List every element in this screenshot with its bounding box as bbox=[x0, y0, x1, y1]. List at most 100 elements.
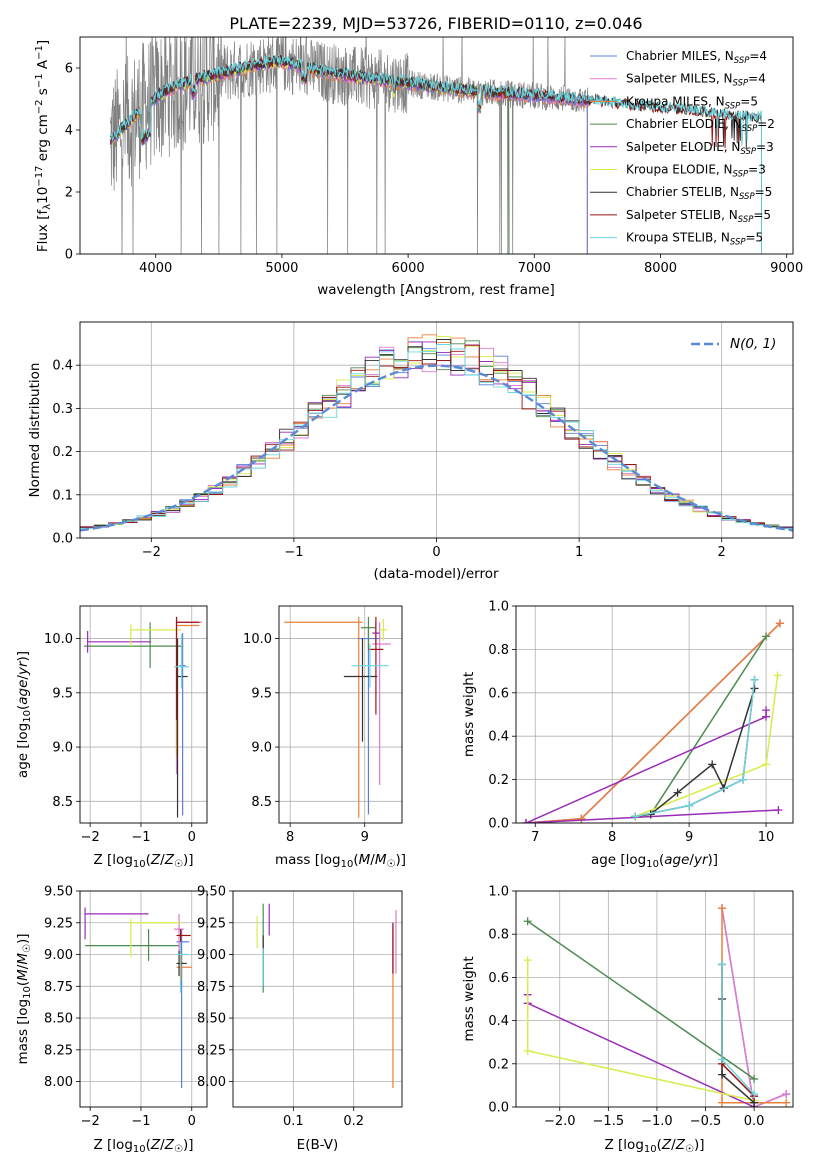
x-tick-label: 7 bbox=[531, 830, 539, 845]
y-tick-label: 0.3 bbox=[52, 402, 73, 417]
weight-marker bbox=[762, 760, 771, 769]
weight-marker bbox=[718, 904, 727, 913]
weight-marker bbox=[685, 801, 694, 810]
y-tick-label: 8.50 bbox=[44, 1012, 73, 1027]
axis-frame: −2.0 −1.5 −1.0 −0.5 0.0 0.0 0.2 0.4 0.6 0.8 1.0 bbox=[488, 885, 794, 1129]
weight-marker bbox=[523, 1046, 532, 1055]
weight-series-chabrier-stelib bbox=[631, 684, 759, 821]
axes-border bbox=[515, 890, 794, 1108]
legend-entry-salpeter-elodie: Salpeter ELODIE, NSSP=3 bbox=[626, 140, 774, 157]
weight-marker bbox=[577, 814, 586, 823]
legend-entry-kroupa-stelib: Kroupa STELIB, NSSP=5 bbox=[626, 231, 763, 248]
y-tick-label: 0.0 bbox=[488, 1101, 509, 1116]
weight-marker bbox=[750, 1090, 759, 1099]
x-axis-label: (data-model)/error bbox=[373, 566, 499, 582]
residual-histogram-kroupa-stelib bbox=[80, 344, 793, 529]
weight-marker bbox=[775, 619, 784, 628]
x-axis-label: E(B-V) bbox=[297, 1137, 339, 1153]
y-tick-label: 0.6 bbox=[488, 686, 509, 701]
weight-marker bbox=[782, 1090, 791, 1099]
x-tick-label: 9 bbox=[361, 830, 369, 845]
errorbar-point-salpeter-miles bbox=[175, 616, 202, 775]
weight-series-kroupa-stelib bbox=[631, 675, 759, 821]
weight-line bbox=[525, 622, 781, 823]
x-tick-label: −2.0 bbox=[544, 1114, 576, 1129]
errorbar-point-kroupa-miles bbox=[175, 620, 200, 756]
x-tick-label: −1 bbox=[131, 830, 150, 845]
weight-marker bbox=[773, 671, 782, 680]
weight-marker bbox=[718, 1055, 727, 1064]
weight-marker bbox=[522, 819, 531, 823]
x-tick-label: 0.2 bbox=[343, 1114, 364, 1129]
x-tick-label: −0.5 bbox=[690, 1114, 722, 1129]
y-tick-label: 9.00 bbox=[197, 948, 226, 963]
weight-marker bbox=[762, 632, 771, 641]
y-tick-label: 0.8 bbox=[488, 928, 509, 943]
y-axis-label: Flux [fλ10−17 erg cm−2 s−1 A−1] bbox=[34, 40, 53, 252]
y-axis-label: mass [log10(M/M☉)] bbox=[15, 933, 33, 1064]
plot-area bbox=[84, 907, 192, 1088]
errorbar-point-chabrier-elodie bbox=[84, 622, 184, 668]
y-tick-label: 9.50 bbox=[44, 885, 73, 900]
weight-line bbox=[721, 908, 787, 1107]
x-axis-label: Z [log10(Z/Z☉)] bbox=[94, 1137, 194, 1155]
y-tick-label: 9.00 bbox=[44, 948, 73, 963]
model-spectrum-kroupa-stelib bbox=[109, 54, 762, 254]
weight-line bbox=[650, 635, 767, 815]
axis-frame: 7 8 9 10 0.0 0.2 0.4 0.6 0.8 1.0 bbox=[488, 600, 794, 845]
x-axis-label: Z [log10(Z/Z☉)] bbox=[94, 852, 194, 870]
y-tick-label: 9.5 bbox=[52, 686, 73, 701]
y-axis-label: Normed distribution bbox=[27, 363, 43, 498]
axes-border bbox=[515, 605, 794, 824]
y-tick-label: 9.0 bbox=[52, 741, 73, 756]
weight-series-chabrier-elodie bbox=[523, 917, 759, 1083]
errorbar-point-chabrier-elodie bbox=[85, 929, 180, 961]
axes-age_vs_z: −2 −1 0 8.5 9.0 9.5 10.0 Z [log10(Z/Z☉)] age [lo… bbox=[15, 605, 208, 870]
y-tick-label: 0.6 bbox=[488, 971, 509, 986]
weight-series-kroupa-elodie bbox=[631, 671, 782, 821]
weight-series-kroupa-miles bbox=[522, 619, 784, 823]
errorbar-point-kroupa-elodie bbox=[130, 918, 182, 958]
axes-border bbox=[232, 890, 403, 1108]
y-axis-label: age [log10(age/yr)] bbox=[15, 651, 33, 778]
errorbar-point-salpeter-miles bbox=[372, 622, 391, 786]
errorbar-point-chabrier-stelib bbox=[176, 638, 188, 818]
y-tick-label: 0.2 bbox=[488, 773, 509, 788]
y-tick-label: 0.2 bbox=[52, 445, 73, 460]
plot-area bbox=[84, 616, 202, 818]
plot-area bbox=[109, 37, 762, 254]
y-tick-label: 9.25 bbox=[44, 916, 73, 931]
weight-marker bbox=[718, 1070, 727, 1079]
y-tick-label: 6 bbox=[65, 62, 73, 77]
x-tick-label: 6000 bbox=[392, 261, 425, 276]
y-tick-label: 0.0 bbox=[488, 817, 509, 832]
errorbar-point-chabrier-stelib bbox=[343, 638, 378, 742]
weight-line bbox=[526, 960, 755, 1102]
axes-border bbox=[79, 890, 208, 1108]
figure-title: PLATE=2239, MJD=53726, FIBERID=0110, z=0… bbox=[229, 14, 642, 33]
spectrum-legend: Chabrier MILES, NSSP=4 Salpeter MILES, NS… bbox=[590, 49, 775, 248]
axis-frame: −2 −1 0 8.00 8.25 8.50 8.75 9.00 9.25 9.50 bbox=[44, 885, 208, 1129]
legend-entry-normal: N(0, 1) bbox=[730, 336, 776, 352]
errorbar-point-salpeter-miles bbox=[173, 913, 185, 955]
y-tick-label: 2 bbox=[65, 186, 73, 201]
y-tick-label: 10.0 bbox=[44, 632, 73, 647]
y-tick-label: 8.25 bbox=[197, 1043, 226, 1058]
x-tick-label: 9000 bbox=[770, 261, 803, 276]
model-spectrum-chabrier-stelib bbox=[109, 54, 762, 254]
legend-entry-kroupa-miles: Kroupa MILES, NSSP=5 bbox=[626, 94, 758, 111]
axis-frame: 0.1 0.2 8.00 8.25 8.50 8.75 9.00 9.25 9.50 bbox=[197, 885, 403, 1129]
y-tick-label: 1.0 bbox=[488, 885, 509, 900]
weight-line bbox=[526, 994, 755, 1107]
weight-marker bbox=[750, 675, 759, 684]
weight-series-salpeter-miles bbox=[522, 619, 784, 823]
y-tick-label: 8.25 bbox=[44, 1043, 73, 1058]
y-tick-label: 8.75 bbox=[197, 980, 226, 995]
y-tick-label: 0.4 bbox=[52, 359, 73, 374]
residual-legend: N(0, 1) bbox=[691, 336, 776, 352]
weight-line bbox=[525, 710, 779, 823]
legend-entry-salpeter-miles: Salpeter MILES, NSSP=4 bbox=[626, 72, 766, 89]
observed-spectrum-line bbox=[109, 37, 589, 254]
plot-area bbox=[522, 619, 784, 823]
